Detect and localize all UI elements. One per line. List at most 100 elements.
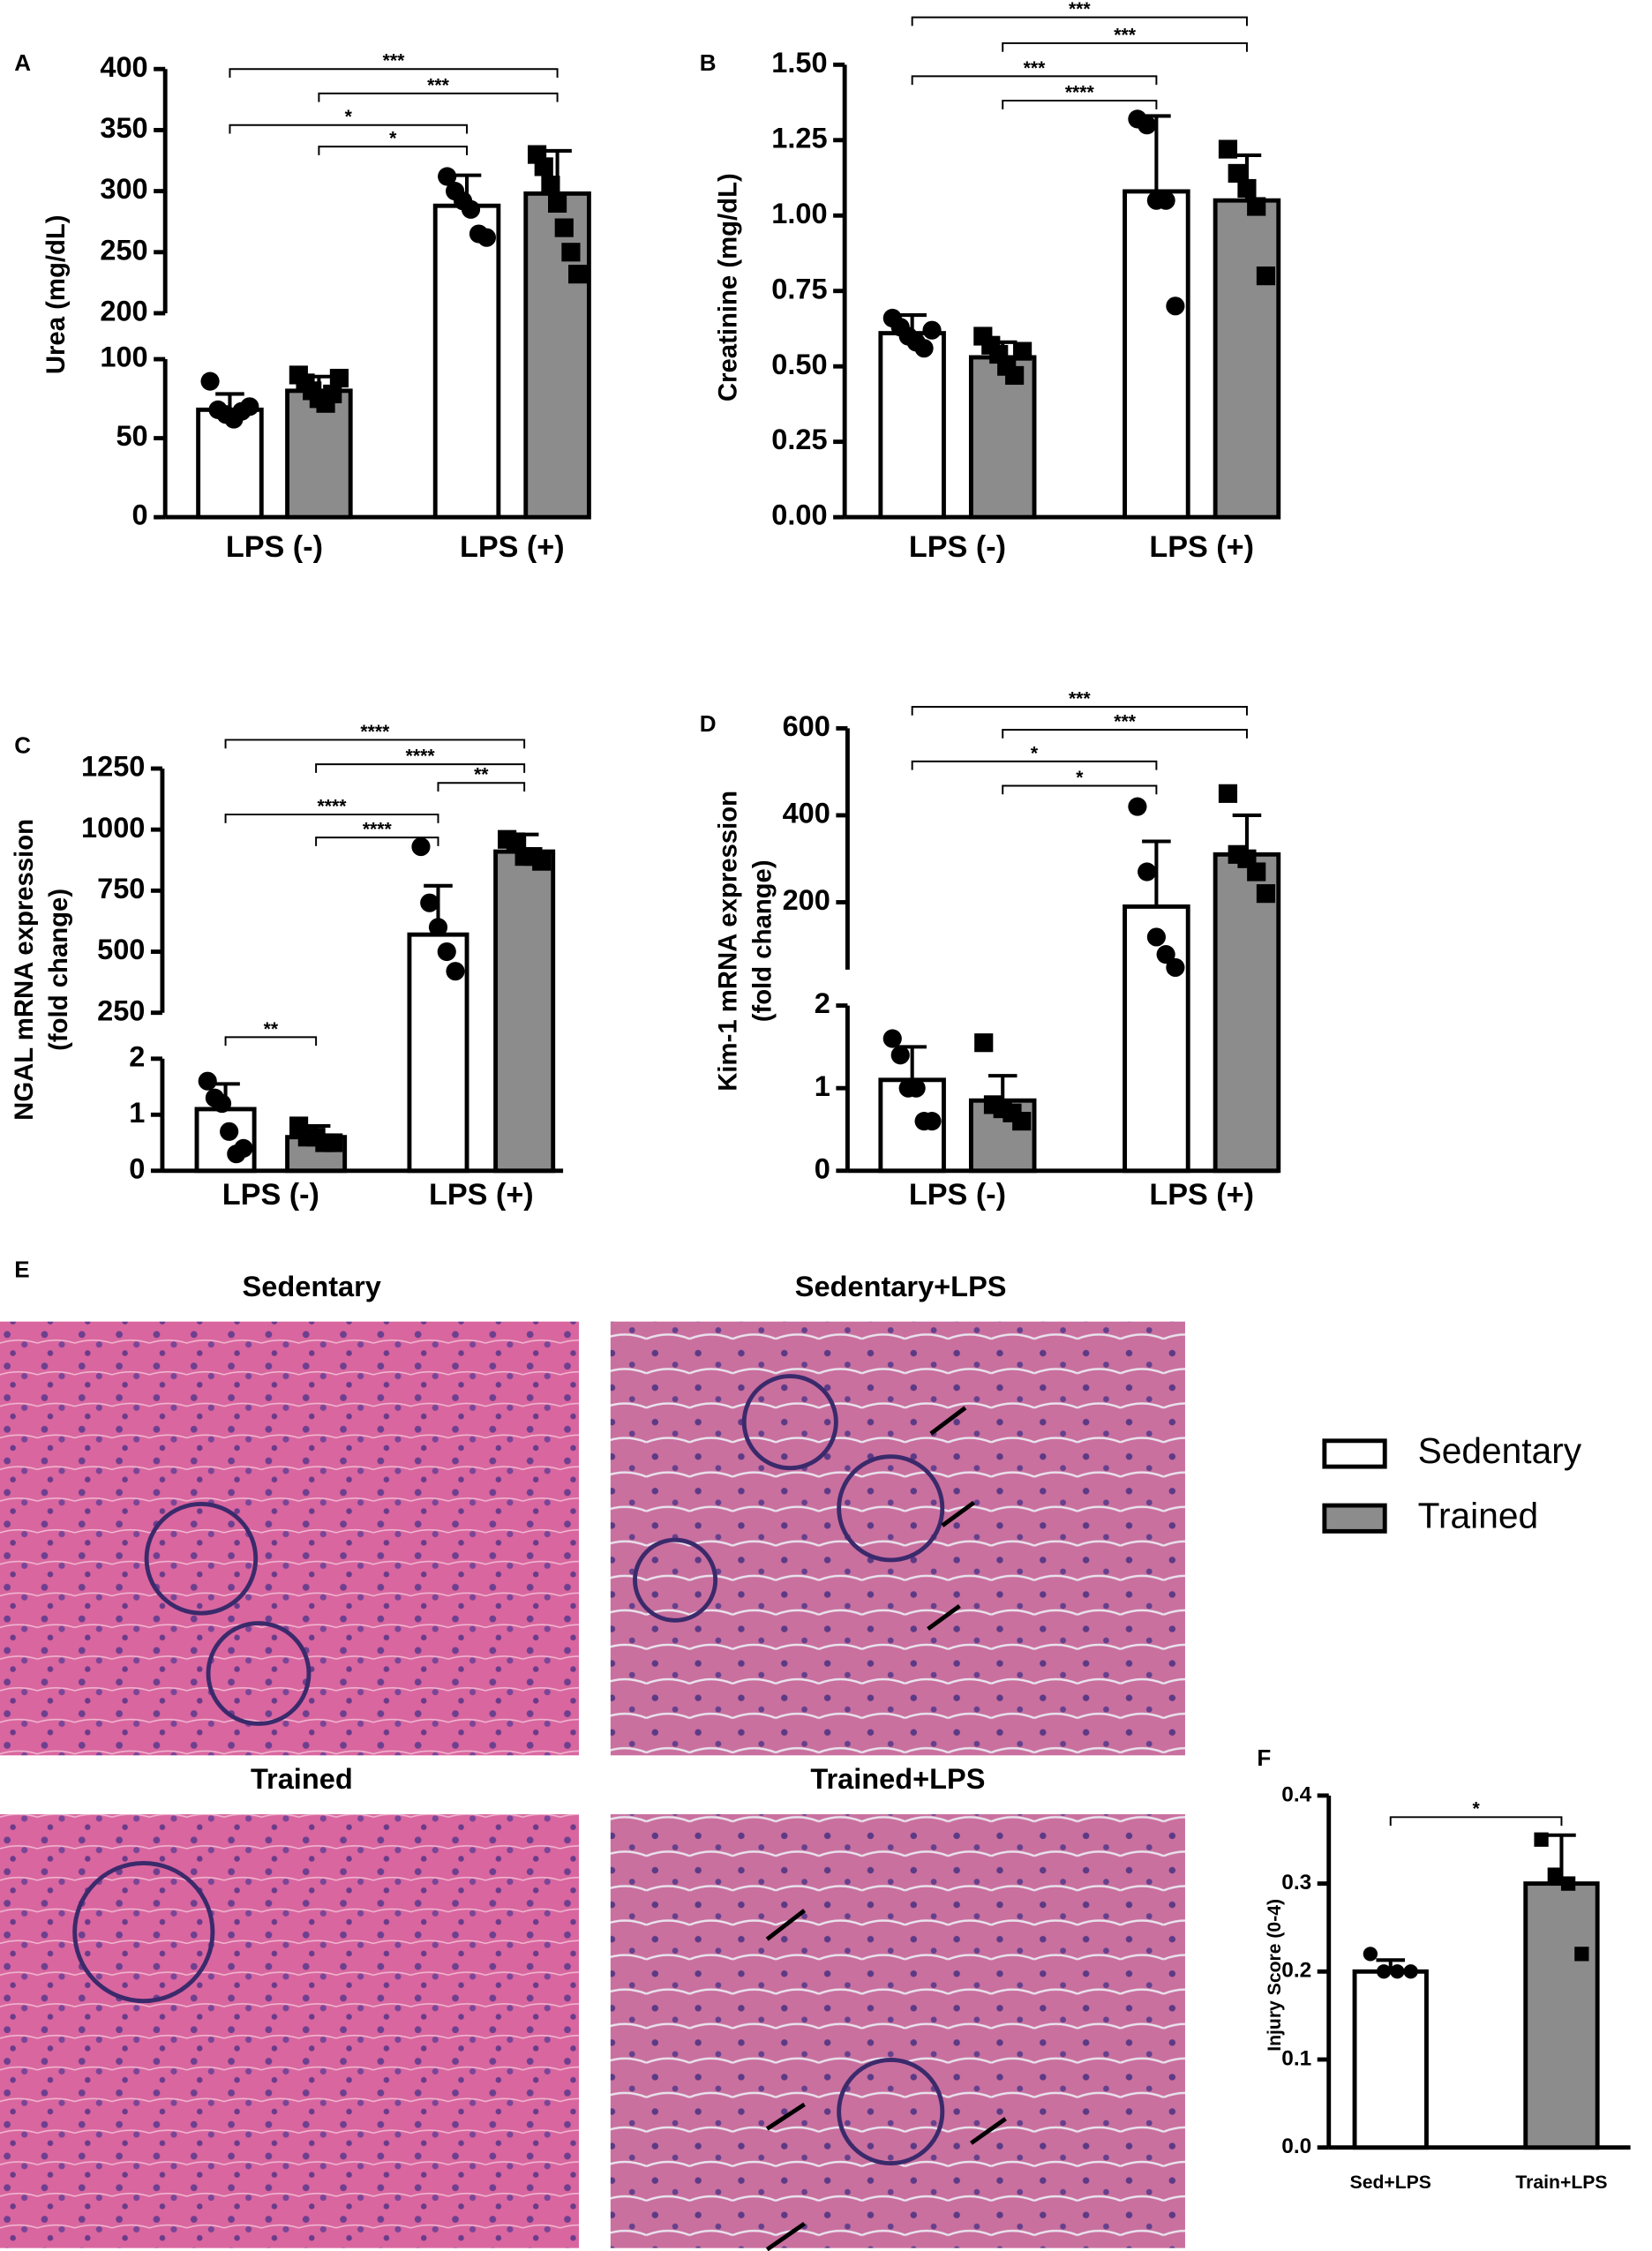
data-point — [212, 1094, 232, 1114]
x-tick-label: Train+LPS — [1515, 2172, 1607, 2193]
micrograph — [610, 1321, 1185, 1756]
significance-label: *** — [1069, 688, 1091, 709]
data-point — [411, 837, 431, 857]
data-point — [922, 1112, 942, 1131]
data-point — [1376, 1964, 1392, 1979]
significance-label: *** — [427, 75, 449, 95]
panel-letter: F — [1257, 1745, 1271, 1771]
data-point — [1005, 365, 1025, 386]
significance-bracket — [911, 75, 1158, 86]
bar — [1352, 1969, 1429, 2150]
y-axis-label: (fold change) — [44, 889, 73, 1051]
significance-label: **** — [318, 797, 348, 817]
data-point — [532, 852, 552, 871]
y-tick-label: 0.25 — [771, 424, 827, 455]
data-point — [1363, 1947, 1378, 1962]
glomeruli — [72, 1374, 945, 2166]
data-point — [1128, 797, 1147, 816]
y-tick-label: 400 — [783, 798, 830, 829]
significance-label: ** — [264, 1019, 279, 1039]
legend-label: Sedentary — [1418, 1430, 1582, 1471]
data-point — [541, 176, 560, 195]
data-point — [1166, 957, 1185, 977]
panel-letter: C — [14, 732, 31, 758]
panel-letter: A — [14, 49, 31, 76]
y-tick-label: 750 — [97, 873, 145, 904]
micrograph-title: Sedentary+LPS — [795, 1271, 1007, 1302]
y-tick-label: 50 — [116, 420, 147, 452]
y-axis-label: (fold change) — [748, 859, 777, 1022]
data-point — [1574, 1947, 1589, 1962]
x-tick-label: LPS (+) — [429, 1178, 534, 1212]
bar — [523, 191, 591, 520]
y-tick-label: 200 — [783, 884, 830, 916]
significance-bracket — [318, 146, 469, 155]
x-tick-label: LPS (-) — [226, 530, 323, 564]
significance-bracket — [224, 1036, 318, 1047]
y-tick-label: 0.0 — [1281, 2135, 1311, 2158]
panel-letter: B — [700, 49, 717, 76]
significance-bracket — [315, 763, 526, 773]
y-tick-label: 0.00 — [771, 499, 827, 531]
data-point — [506, 832, 525, 852]
legend-label: Trained — [1418, 1495, 1538, 1535]
y-tick-label: 1250 — [81, 751, 145, 783]
data-point — [922, 320, 942, 340]
significance-label: * — [1472, 1799, 1480, 1820]
y-tick-label: 0.75 — [771, 273, 827, 304]
legend-swatch — [1322, 1438, 1387, 1469]
bar — [878, 331, 946, 520]
micrograph-title: Sedentary — [243, 1271, 381, 1302]
micrographs — [0, 1321, 1185, 2251]
y-tick-label: 500 — [97, 934, 145, 965]
data-point — [428, 918, 448, 937]
bar — [1213, 198, 1281, 520]
significance-label: * — [1076, 768, 1084, 788]
data-point — [477, 228, 497, 247]
data-point — [882, 1029, 902, 1048]
significance-bracket — [911, 706, 1248, 716]
data-point — [1560, 1876, 1576, 1891]
data-point — [437, 942, 456, 962]
significance-bracket — [437, 782, 526, 792]
y-axis-label: Kim-1 mRNA expression — [714, 791, 743, 1092]
significance-bracket — [229, 68, 559, 79]
significance-bracket — [318, 92, 559, 102]
data-point — [1390, 1964, 1405, 1979]
data-point — [1534, 1832, 1549, 1847]
y-tick-label: 250 — [97, 994, 145, 1026]
y-tick-label: 300 — [100, 173, 147, 205]
data-point — [906, 1078, 926, 1098]
data-point — [1218, 784, 1238, 803]
data-point — [1166, 296, 1185, 316]
data-point — [220, 1122, 239, 1141]
data-point — [1156, 945, 1175, 964]
bar — [968, 355, 1037, 520]
y-axis-label: Urea (mg/dL) — [41, 214, 71, 374]
significance-label: *** — [1069, 0, 1091, 19]
data-point — [198, 1071, 217, 1091]
data-point — [1013, 341, 1032, 361]
y-tick-label: 0.1 — [1281, 2046, 1311, 2070]
y-tick-label: 0 — [129, 1152, 145, 1184]
y-tick-label: 0 — [132, 499, 148, 531]
data-point — [1247, 197, 1266, 216]
data-point — [1146, 927, 1166, 947]
data-point — [1228, 163, 1247, 183]
significance-label: * — [345, 107, 353, 127]
significance-label: **** — [1065, 83, 1095, 103]
data-point — [234, 1138, 253, 1158]
data-point — [568, 265, 588, 284]
data-point — [323, 384, 342, 404]
data-point — [554, 218, 574, 237]
y-axis-label: Creatinine (mg/dL) — [714, 173, 743, 401]
micrograph — [610, 1814, 1185, 2248]
y-tick-label: 2 — [815, 987, 830, 1019]
significance-label: *** — [1024, 58, 1046, 79]
bar — [1123, 189, 1190, 520]
y-tick-label: 0 — [815, 1152, 830, 1184]
x-tick-label: LPS (-) — [222, 1178, 319, 1212]
significance-bracket — [1002, 41, 1248, 52]
significance-label: *** — [1114, 25, 1136, 45]
